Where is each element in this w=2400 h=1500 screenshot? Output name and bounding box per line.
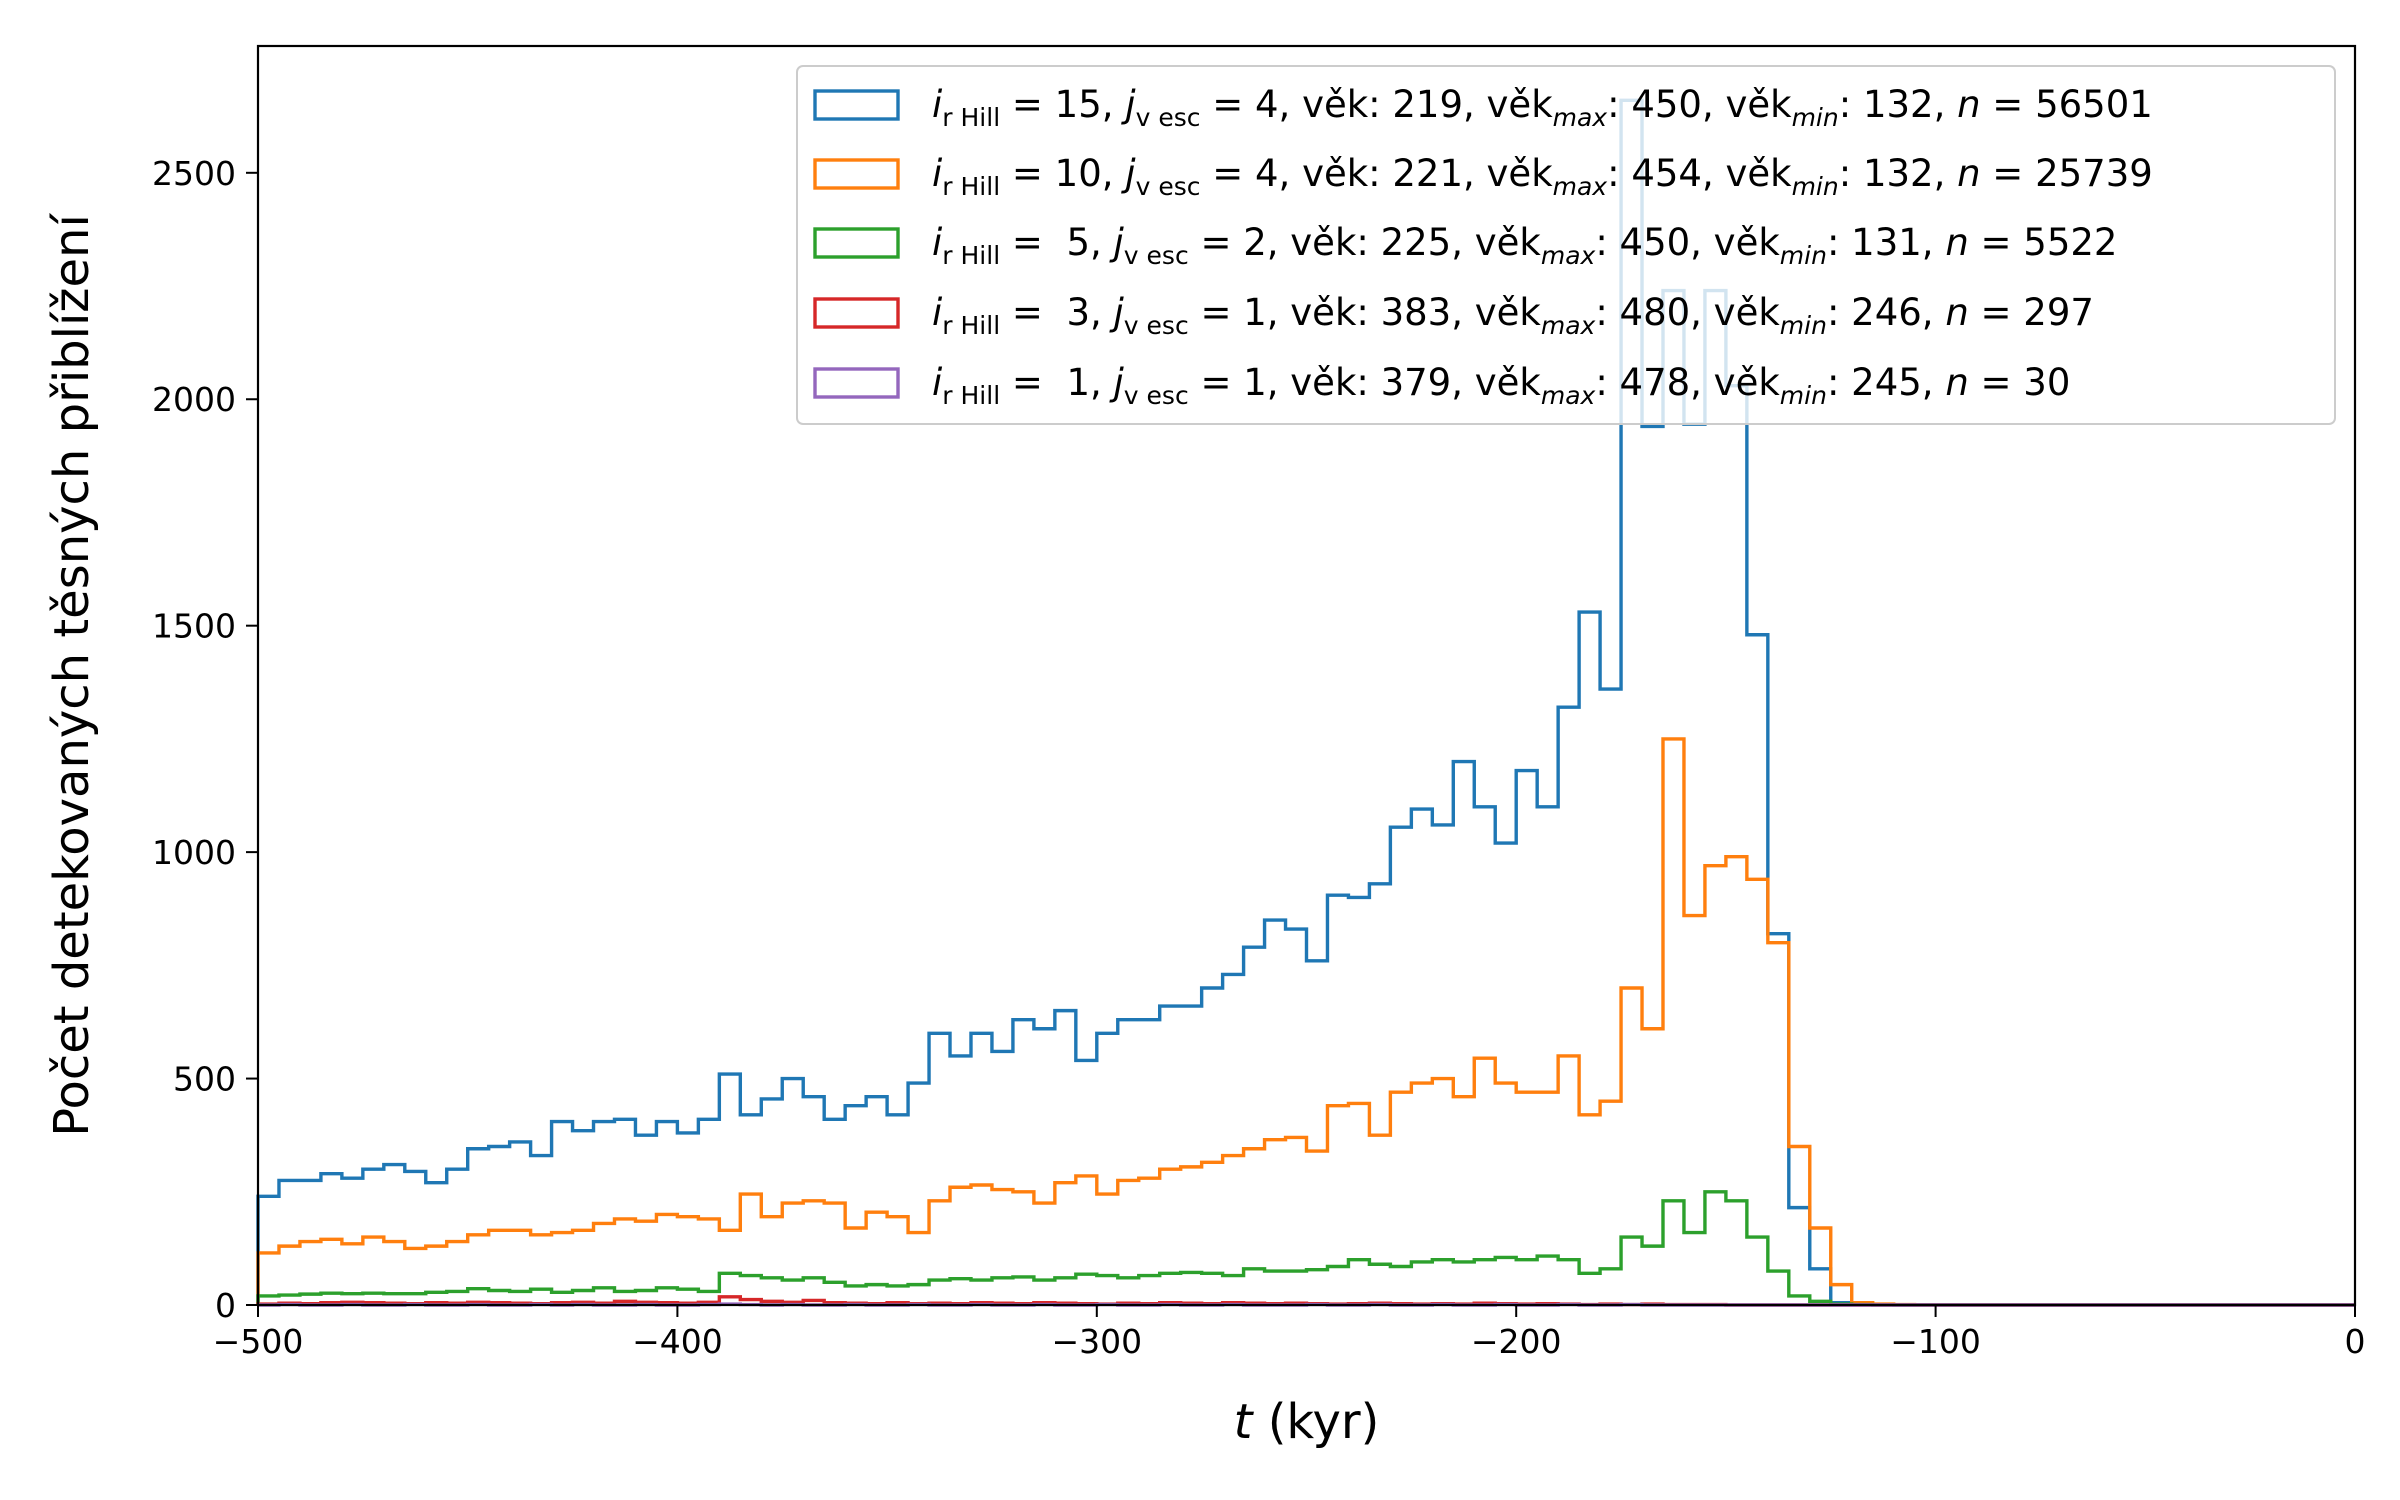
legend-swatch (813, 158, 900, 190)
y-axis-ticks: 0 500 1000 1500 2000 2500 (152, 154, 258, 1325)
plot-frame (256, 44, 2357, 1307)
y-axis-label: Počet detekovaných těsných přiblížení (44, 213, 100, 1137)
legend-entry-2: ir Hill = 10, jv esc = 4, věk: 221, věkm… (813, 152, 2153, 201)
y-tick-label: 1500 (152, 607, 236, 646)
y-tick-label: 1000 (152, 833, 236, 872)
y-tick-label: 2000 (152, 380, 236, 419)
series-layer (256, 98, 2355, 1307)
legend-entry-5: ir Hill = 1, jv esc = 1, věk: 379, věkma… (813, 361, 2070, 410)
legend-swatch (813, 367, 900, 399)
legend-entry-4: ir Hill = 3, jv esc = 1, věk: 383, věkma… (813, 291, 2094, 340)
x-axis-ticks: −500 −400 −300 −200 −100 0 (213, 1305, 2366, 1361)
y-tick-label: 0 (215, 1286, 236, 1325)
legend-label: ir Hill = 1, jv esc = 1, věk: 379, věkma… (932, 361, 2070, 410)
legend-entry-1: ir Hill = 15, jv esc = 4, věk: 219, věkm… (813, 83, 2153, 132)
series-3-histogram (256, 1190, 2355, 1307)
y-tick-label: 500 (173, 1060, 236, 1099)
legend-label: ir Hill = 3, jv esc = 1, věk: 383, věkma… (932, 291, 2094, 340)
x-axis-label: t (kyr) (1234, 1394, 1380, 1450)
y-tick-label: 2500 (152, 154, 236, 193)
x-tick-label: −200 (1471, 1322, 1562, 1361)
legend-swatch (813, 89, 900, 121)
x-tick-label: −100 (1890, 1322, 1981, 1361)
series-1-histogram (256, 98, 2355, 1307)
legend-frame (796, 65, 2336, 425)
legend-label: ir Hill = 15, jv esc = 4, věk: 219, věkm… (932, 83, 2153, 132)
legend-label: ir Hill = 10, jv esc = 4, věk: 221, věkm… (932, 152, 2153, 201)
x-axis-label-unit: (kyr) (1252, 1394, 1379, 1450)
series-2-histogram (256, 737, 2355, 1307)
x-tick-label: 0 (2345, 1322, 2366, 1361)
legend-label: ir Hill = 5, jv esc = 2, věk: 225, věkma… (932, 221, 2117, 270)
x-tick-label: −500 (213, 1322, 304, 1361)
x-tick-label: −300 (1051, 1322, 1142, 1361)
x-axis-label-variable: t (1234, 1394, 1255, 1450)
legend: ir Hill = 15, jv esc = 4, věk: 219, věkm… (796, 65, 2336, 425)
x-tick-label: −400 (632, 1322, 723, 1361)
legend-swatch (813, 227, 900, 259)
legend-swatch (813, 297, 900, 329)
legend-entry-3: ir Hill = 5, jv esc = 2, věk: 225, věkma… (813, 221, 2117, 270)
